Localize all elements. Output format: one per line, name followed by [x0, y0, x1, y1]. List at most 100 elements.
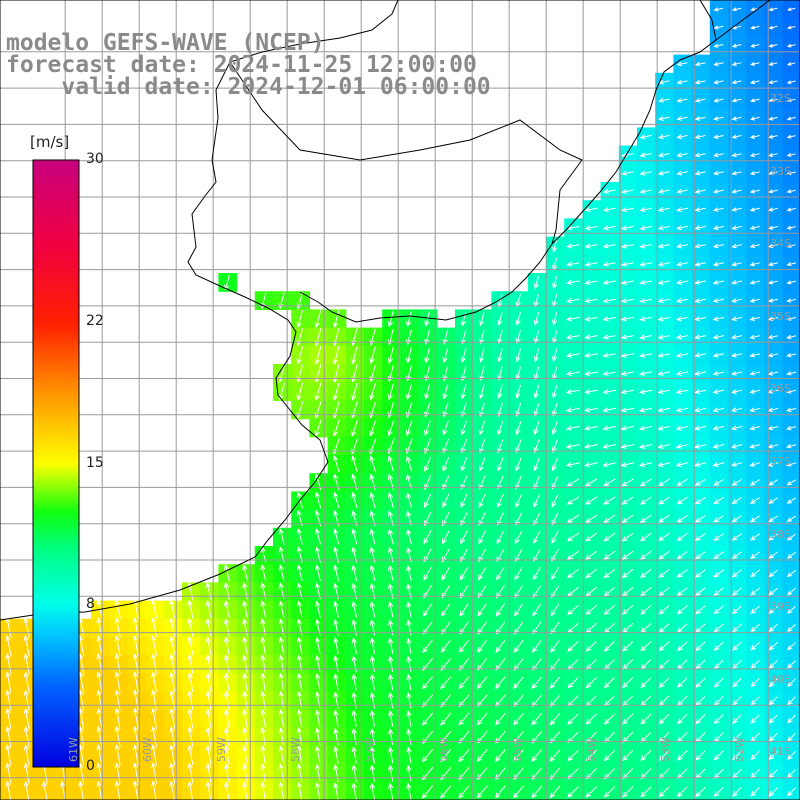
- wind-arrow-head: [786, 225, 792, 230]
- wind-arrow-head: [731, 43, 737, 48]
- wind-arrow-head: [531, 683, 538, 689]
- wind-arrow-head: [205, 617, 211, 625]
- wind-arrow: [713, 425, 725, 430]
- wind-arrow: [585, 478, 598, 487]
- wind-arrow: [225, 709, 230, 729]
- wind-arrow-head: [494, 719, 501, 726]
- wind-arrow-head: [278, 582, 284, 589]
- wind-arrow: [388, 346, 394, 363]
- wind-arrow: [695, 280, 707, 284]
- wind-arrow: [170, 727, 176, 748]
- wind-arrow: [769, 696, 778, 705]
- wind-arrow-head: [567, 755, 574, 762]
- wind-arrow-head: [675, 334, 683, 340]
- wind-arrow: [640, 713, 652, 725]
- wind-arrow-head: [387, 492, 393, 499]
- wind-arrow: [567, 767, 579, 780]
- wind-arrow-head: [567, 719, 574, 725]
- wind-arrow-head: [515, 410, 521, 418]
- wind-arrow: [732, 659, 742, 669]
- wind-arrow-head: [767, 389, 774, 394]
- wind-arrow: [371, 656, 375, 673]
- wind-arrow-head: [551, 410, 557, 417]
- wind-arrow-head: [497, 356, 503, 363]
- wind-arrow: [534, 330, 540, 344]
- wind-arrow: [750, 280, 761, 284]
- wind-arrow: [677, 569, 688, 578]
- wind-arrow-head: [333, 673, 339, 680]
- wind-arrow: [243, 691, 248, 710]
- wind-arrow: [513, 731, 524, 744]
- wind-arrow: [751, 44, 760, 47]
- wind-arrow-head: [603, 572, 610, 579]
- wind-arrow-head: [712, 189, 719, 194]
- wind-arrow: [677, 207, 688, 211]
- wind-arrow: [640, 153, 652, 157]
- wind-arrow: [116, 727, 121, 748]
- wind-arrow-head: [533, 428, 539, 436]
- wind-arrow: [79, 690, 85, 711]
- wind-arrow: [134, 745, 139, 766]
- wind-arrow: [371, 747, 375, 764]
- wind-arrow-head: [676, 572, 683, 578]
- wind-arrow: [732, 335, 743, 339]
- wind-arrow-head: [731, 754, 738, 761]
- wind-arrow-head: [712, 370, 719, 376]
- wind-arrow: [713, 478, 724, 486]
- wind-arrow: [695, 407, 707, 412]
- title-forecast-date: forecast date: 2024-11-25 12:00:00: [6, 52, 477, 78]
- wind-arrow: [750, 732, 760, 742]
- wind-arrow-head: [515, 465, 521, 472]
- wind-arrow-head: [768, 590, 775, 596]
- wind-arrow: [695, 316, 707, 321]
- wind-arrow: [495, 639, 506, 653]
- wind-arrow: [750, 226, 760, 229]
- wind-arrow: [567, 226, 580, 229]
- wind-arrow: [188, 763, 194, 784]
- wind-arrow: [480, 366, 485, 380]
- wind-arrow: [658, 153, 670, 157]
- wind-arrow: [787, 787, 796, 796]
- wind-arrow: [585, 207, 598, 211]
- wind-arrow-head: [658, 682, 665, 689]
- wind-arrow-head: [476, 683, 483, 690]
- wind-arrow-head: [730, 443, 737, 449]
- wind-arrow: [640, 695, 652, 706]
- wind-arrow-head: [585, 682, 592, 689]
- wind-arrow: [298, 619, 303, 637]
- wind-arrow: [787, 714, 796, 724]
- wind-arrow-head: [585, 646, 592, 652]
- wind-arrow-head: [369, 546, 375, 553]
- wind-arrow-head: [533, 447, 539, 454]
- wind-arrow-head: [260, 763, 266, 770]
- wind-arrow: [458, 749, 470, 762]
- wind-arrow-head: [785, 443, 792, 449]
- wind-arrow-head: [731, 553, 738, 560]
- wind-arrow: [243, 637, 248, 655]
- wind-arrow-head: [151, 599, 157, 606]
- wind-speed-cell: [782, 782, 800, 800]
- wind-arrow-head: [5, 689, 11, 696]
- wind-arrow: [170, 781, 175, 800]
- wind-arrow-head: [750, 535, 756, 541]
- wind-arrow: [477, 585, 487, 598]
- wind-arrow-head: [369, 709, 376, 717]
- wind-arrow: [586, 749, 597, 761]
- wind-arrow: [370, 492, 376, 509]
- wind-arrow: [732, 353, 743, 357]
- wind-arrow: [498, 293, 503, 307]
- wind-arrow: [769, 7, 778, 11]
- wind-arrow: [425, 329, 431, 345]
- wind-arrow-head: [458, 756, 464, 763]
- wind-arrow: [732, 62, 742, 66]
- wind-arrow: [188, 745, 194, 766]
- wind-arrow-head: [712, 334, 719, 340]
- wind-arrow-head: [388, 709, 394, 717]
- wind-arrow-head: [442, 483, 448, 490]
- wind-arrow-head: [460, 338, 466, 345]
- wind-arrow: [552, 403, 558, 416]
- wind-arrow: [787, 569, 797, 577]
- wind-arrow-head: [333, 582, 339, 589]
- wind-arrow: [531, 694, 542, 707]
- wind-arrow: [280, 691, 285, 710]
